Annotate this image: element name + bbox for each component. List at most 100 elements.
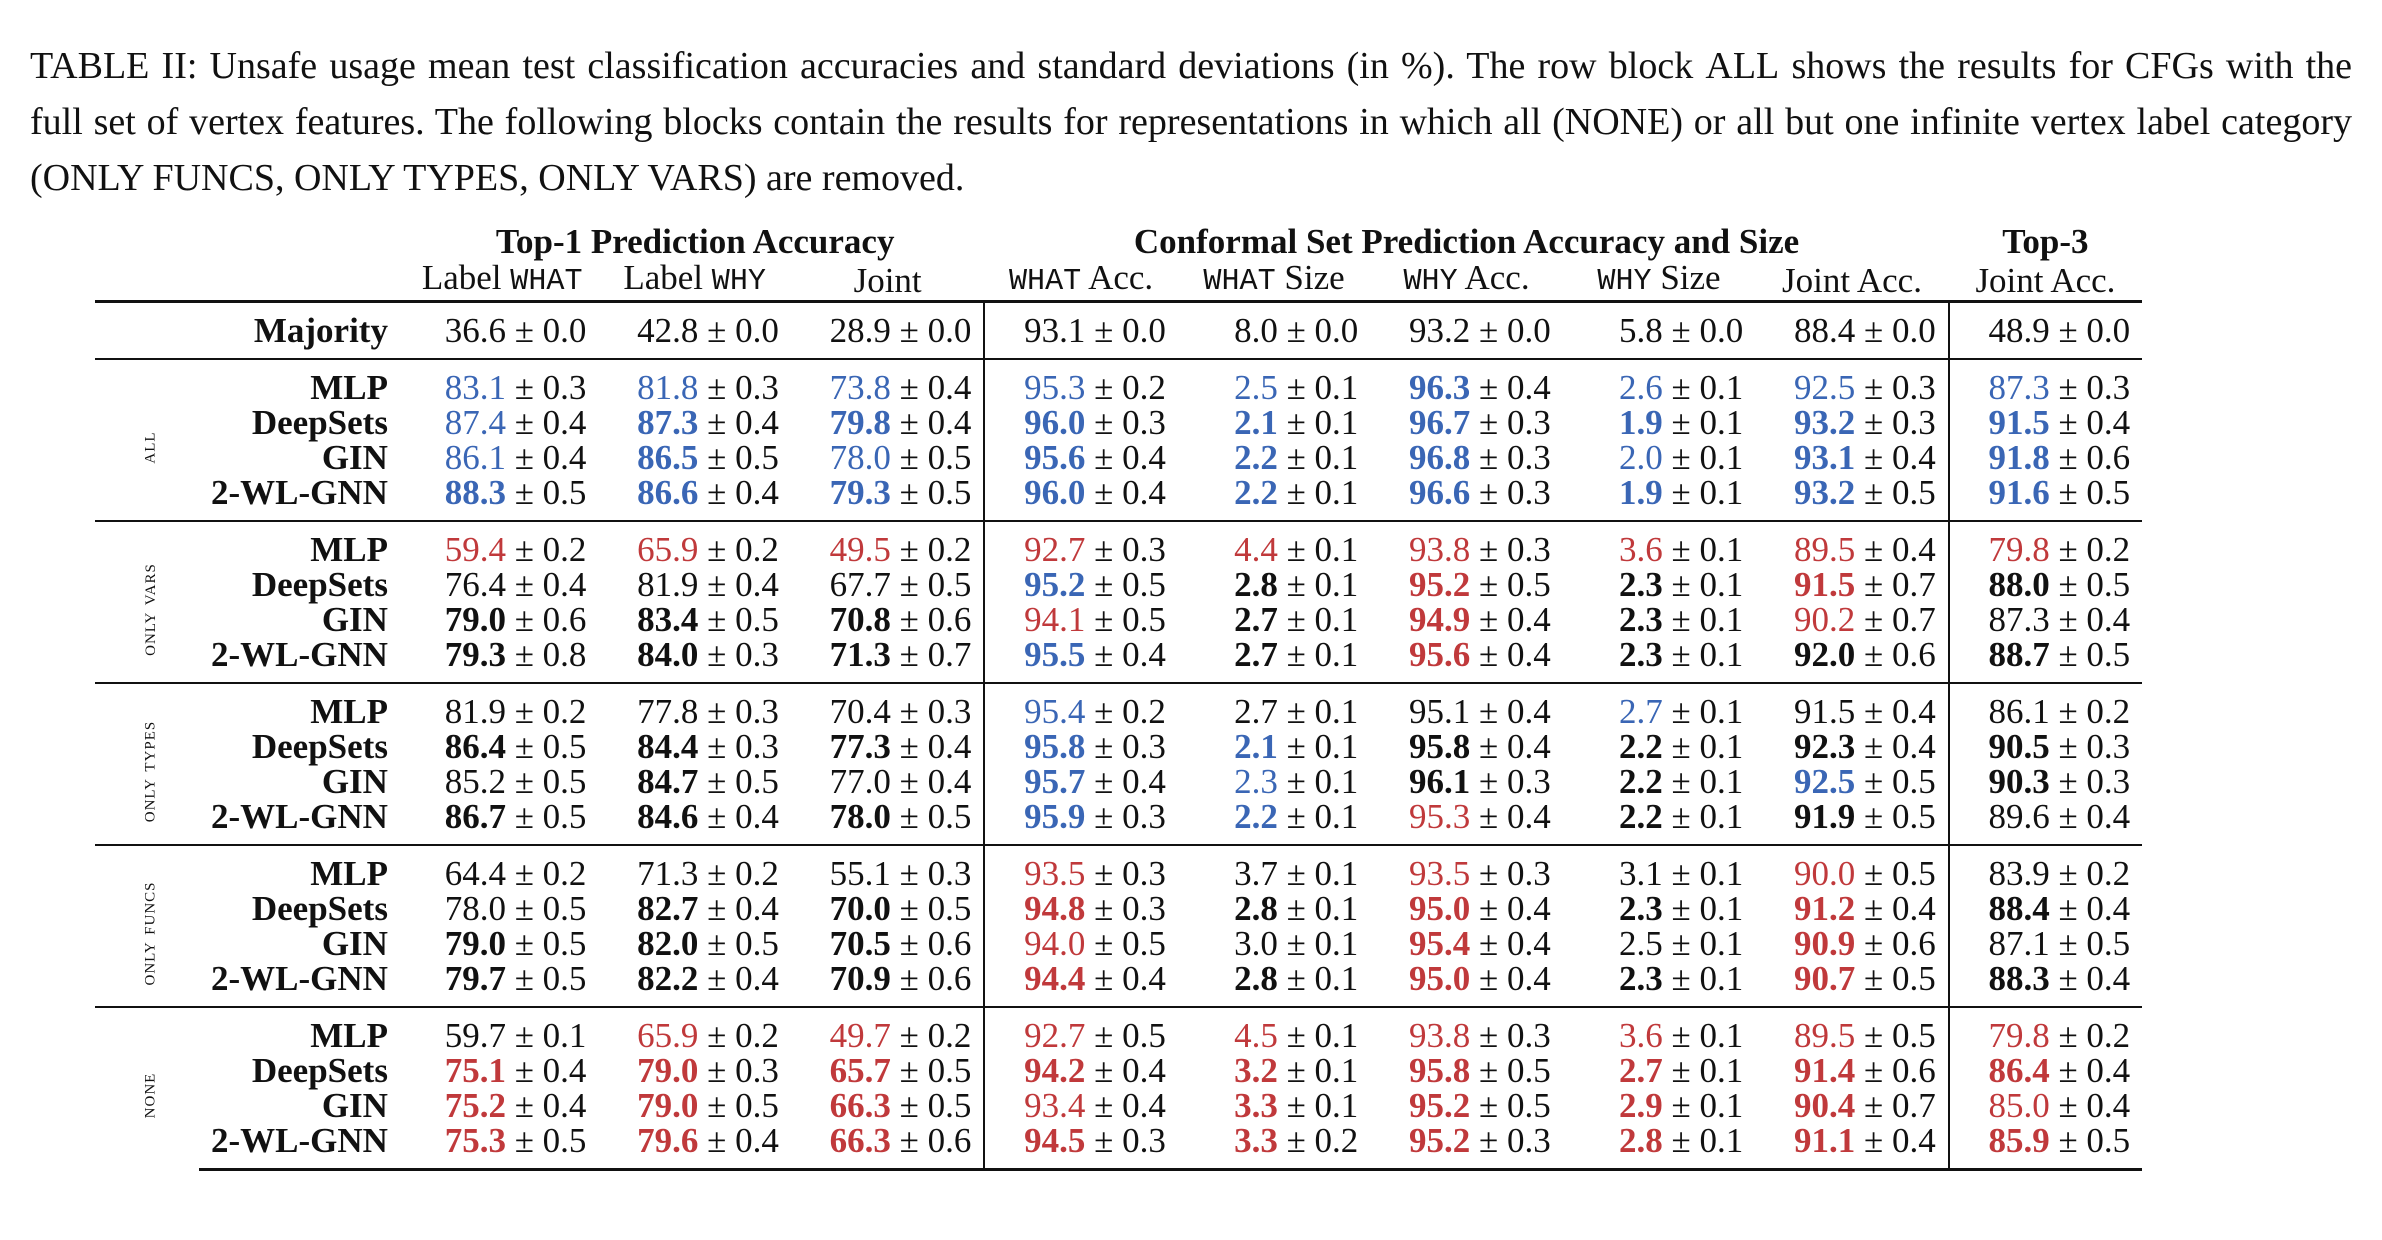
cell-pm-sign: ± — [505, 924, 543, 963]
cell-pm-sign: ± — [1470, 692, 1508, 731]
caption-keyword-only-types: ONLY TYPES — [293, 157, 520, 199]
table-cell: 96.7 ± 0.3 — [1370, 405, 1562, 440]
cell-std: 0.2 — [927, 530, 972, 569]
table-row: DeepSets 87.4 ± 0.4 87.3 ± 0.4 79.8 ± 0.4 96… — [95, 403, 2143, 442]
table-cell: 8.0 ± 0.0 — [1177, 300, 1371, 359]
cell-mean: 83.4 — [637, 600, 699, 639]
cell-pm-sign: ± — [698, 565, 736, 604]
row-label-model: GIN — [321, 924, 388, 963]
cell-pm-sign: ± — [505, 854, 543, 893]
caption-sep-1: , — [274, 157, 294, 199]
cell-std: 0.6 — [1891, 1051, 1936, 1090]
cell-pm-sign: ± — [1855, 403, 1892, 442]
cell-pm-sign: ± — [505, 368, 543, 407]
cell-pm-sign: ± — [890, 600, 928, 639]
cell-std: 0.4 — [1891, 1121, 1936, 1160]
cell-std: 0.1 — [1699, 565, 1744, 604]
row-label-model: GIN — [321, 600, 388, 639]
cell-std: 0.3 — [1507, 854, 1551, 893]
cell-pm-sign: ± — [1085, 959, 1123, 998]
cell-mean: 77.8 — [637, 692, 699, 731]
table-row: all MLP 83.1 ± 0.3 81.8 ± 0.3 73.8 ± 0.4 95.3… — [95, 358, 2143, 521]
table-cell: 92.5 ± 0.5 — [1755, 764, 1948, 799]
cell-std: 0.3 — [1122, 403, 1166, 442]
table-cell: 90.9 ± 0.6 — [1755, 926, 1948, 961]
cell-mean: 79.3 — [444, 635, 506, 674]
cell-std: 0.2 — [2086, 530, 2131, 569]
table-cell: 93.4 ± 0.4 — [983, 1088, 1178, 1123]
table-cell: 95.9 ± 0.3 — [983, 797, 1178, 845]
table-cell: 83.4 ± 0.5 — [598, 602, 790, 637]
table-cell: 82.7 ± 0.4 — [598, 891, 790, 926]
table-cell: 79.8 ± 0.4 — [791, 405, 984, 440]
cell-mean: 90.9 — [1793, 924, 1856, 963]
cell-std: 0.5 — [1122, 1016, 1166, 1055]
cell-std: 0.5 — [542, 1121, 587, 1160]
table-cell: 87.1 ± 0.5 — [1947, 924, 2143, 963]
table-cell: 91.8 ± 0.6 — [1947, 440, 2143, 475]
cell-pm-sign: ± — [1855, 1086, 1892, 1125]
cell-pm-sign: ± — [1662, 438, 1700, 477]
cell-pm-sign: ± — [1470, 889, 1508, 928]
cell-pm-sign: ± — [1085, 854, 1123, 893]
cell-mean: 66.3 — [829, 1121, 891, 1160]
table-cell: 77.0 ± 0.4 — [791, 764, 984, 799]
cell-mean: 2.2 — [1619, 762, 1663, 801]
table-cell: 91.5 ± 0.4 — [1755, 682, 1949, 729]
cell-pm-sign: ± — [1855, 727, 1892, 766]
cell-pm-sign: ± — [1085, 530, 1123, 569]
cell-std: 0.3 — [735, 635, 779, 674]
cell-pm-sign: ± — [1277, 635, 1315, 674]
cell-pm-sign: ± — [505, 403, 543, 442]
cell-std: 0.1 — [542, 1016, 587, 1055]
cell-pm-sign: ± — [505, 565, 543, 604]
cell-mean: 49.7 — [829, 1016, 891, 1055]
table-cell: 84.4 ± 0.3 — [598, 729, 790, 764]
table-cell: 89.5 ± 0.5 — [1755, 1006, 1949, 1053]
cell-mean: 2.7 — [1619, 692, 1663, 731]
cell-mean: 70.5 — [829, 924, 891, 963]
table-cell: 2.7 ± 0.1 — [1177, 682, 1371, 729]
cell-std: 0.4 — [1891, 889, 1936, 928]
cell-std: 0.1 — [1314, 797, 1359, 836]
cell-std: 0.4 — [1507, 727, 1551, 766]
table-cell: 95.2 ± 0.5 — [1370, 567, 1562, 602]
cell-mean: 1.9 — [1619, 403, 1663, 442]
cell-mean: 65.9 — [637, 530, 699, 569]
cell-mean: 94.2 — [1024, 1051, 1086, 1090]
cell-pm-sign: ± — [890, 438, 928, 477]
cell-pm-sign: ± — [2049, 635, 2087, 674]
table-cell: 88.3 ± 0.4 — [1947, 961, 2143, 1007]
caption-text-3: ) or all but one infinite vertex label c… — [30, 101, 2352, 199]
cell-std: 0.4 — [927, 403, 972, 442]
table-cell: 82.0 ± 0.5 — [598, 926, 790, 961]
cell-mean: 88.0 — [1988, 565, 2050, 604]
cell-mean: 2.2 — [1234, 797, 1278, 836]
cell-pm-sign: ± — [1662, 1051, 1700, 1090]
table-cell: 92.0 ± 0.6 — [1755, 637, 1948, 683]
table-cell: 88.4 ± 0.4 — [1947, 891, 2143, 926]
cell-std: 0.1 — [1314, 530, 1359, 569]
cell-mean: 79.0 — [444, 924, 506, 963]
cell-pm-sign: ± — [1470, 311, 1508, 350]
cell-pm-sign: ± — [1277, 473, 1315, 512]
table-cell: 81.8 ± 0.3 — [598, 358, 791, 405]
cell-std: 0.6 — [542, 600, 587, 639]
cell-mean: 95.8 — [1024, 727, 1086, 766]
cell-std: 0.5 — [2086, 924, 2131, 963]
cell-pm-sign: ± — [698, 311, 736, 350]
cell-std: 0.0 — [735, 311, 779, 350]
cell-pm-sign: ± — [1470, 635, 1508, 674]
table-cell: 36.6 ± 0.0 — [405, 300, 599, 359]
cell-pm-sign: ± — [2049, 530, 2087, 569]
cell-pm-sign: ± — [1855, 600, 1892, 639]
table-cell: 73.8 ± 0.4 — [790, 358, 985, 405]
cell-std: 0.4 — [1507, 889, 1551, 928]
cell-std: 0.5 — [2086, 1121, 2131, 1160]
cell-std: 0.4 — [735, 889, 779, 928]
cell-mean: 67.7 — [829, 565, 891, 604]
row-label-model: 2-WL-GNN — [211, 797, 388, 836]
cell-mean: 3.0 — [1234, 924, 1278, 963]
cell-pm-sign: ± — [890, 565, 928, 604]
cell-std: 0.3 — [1122, 797, 1166, 836]
